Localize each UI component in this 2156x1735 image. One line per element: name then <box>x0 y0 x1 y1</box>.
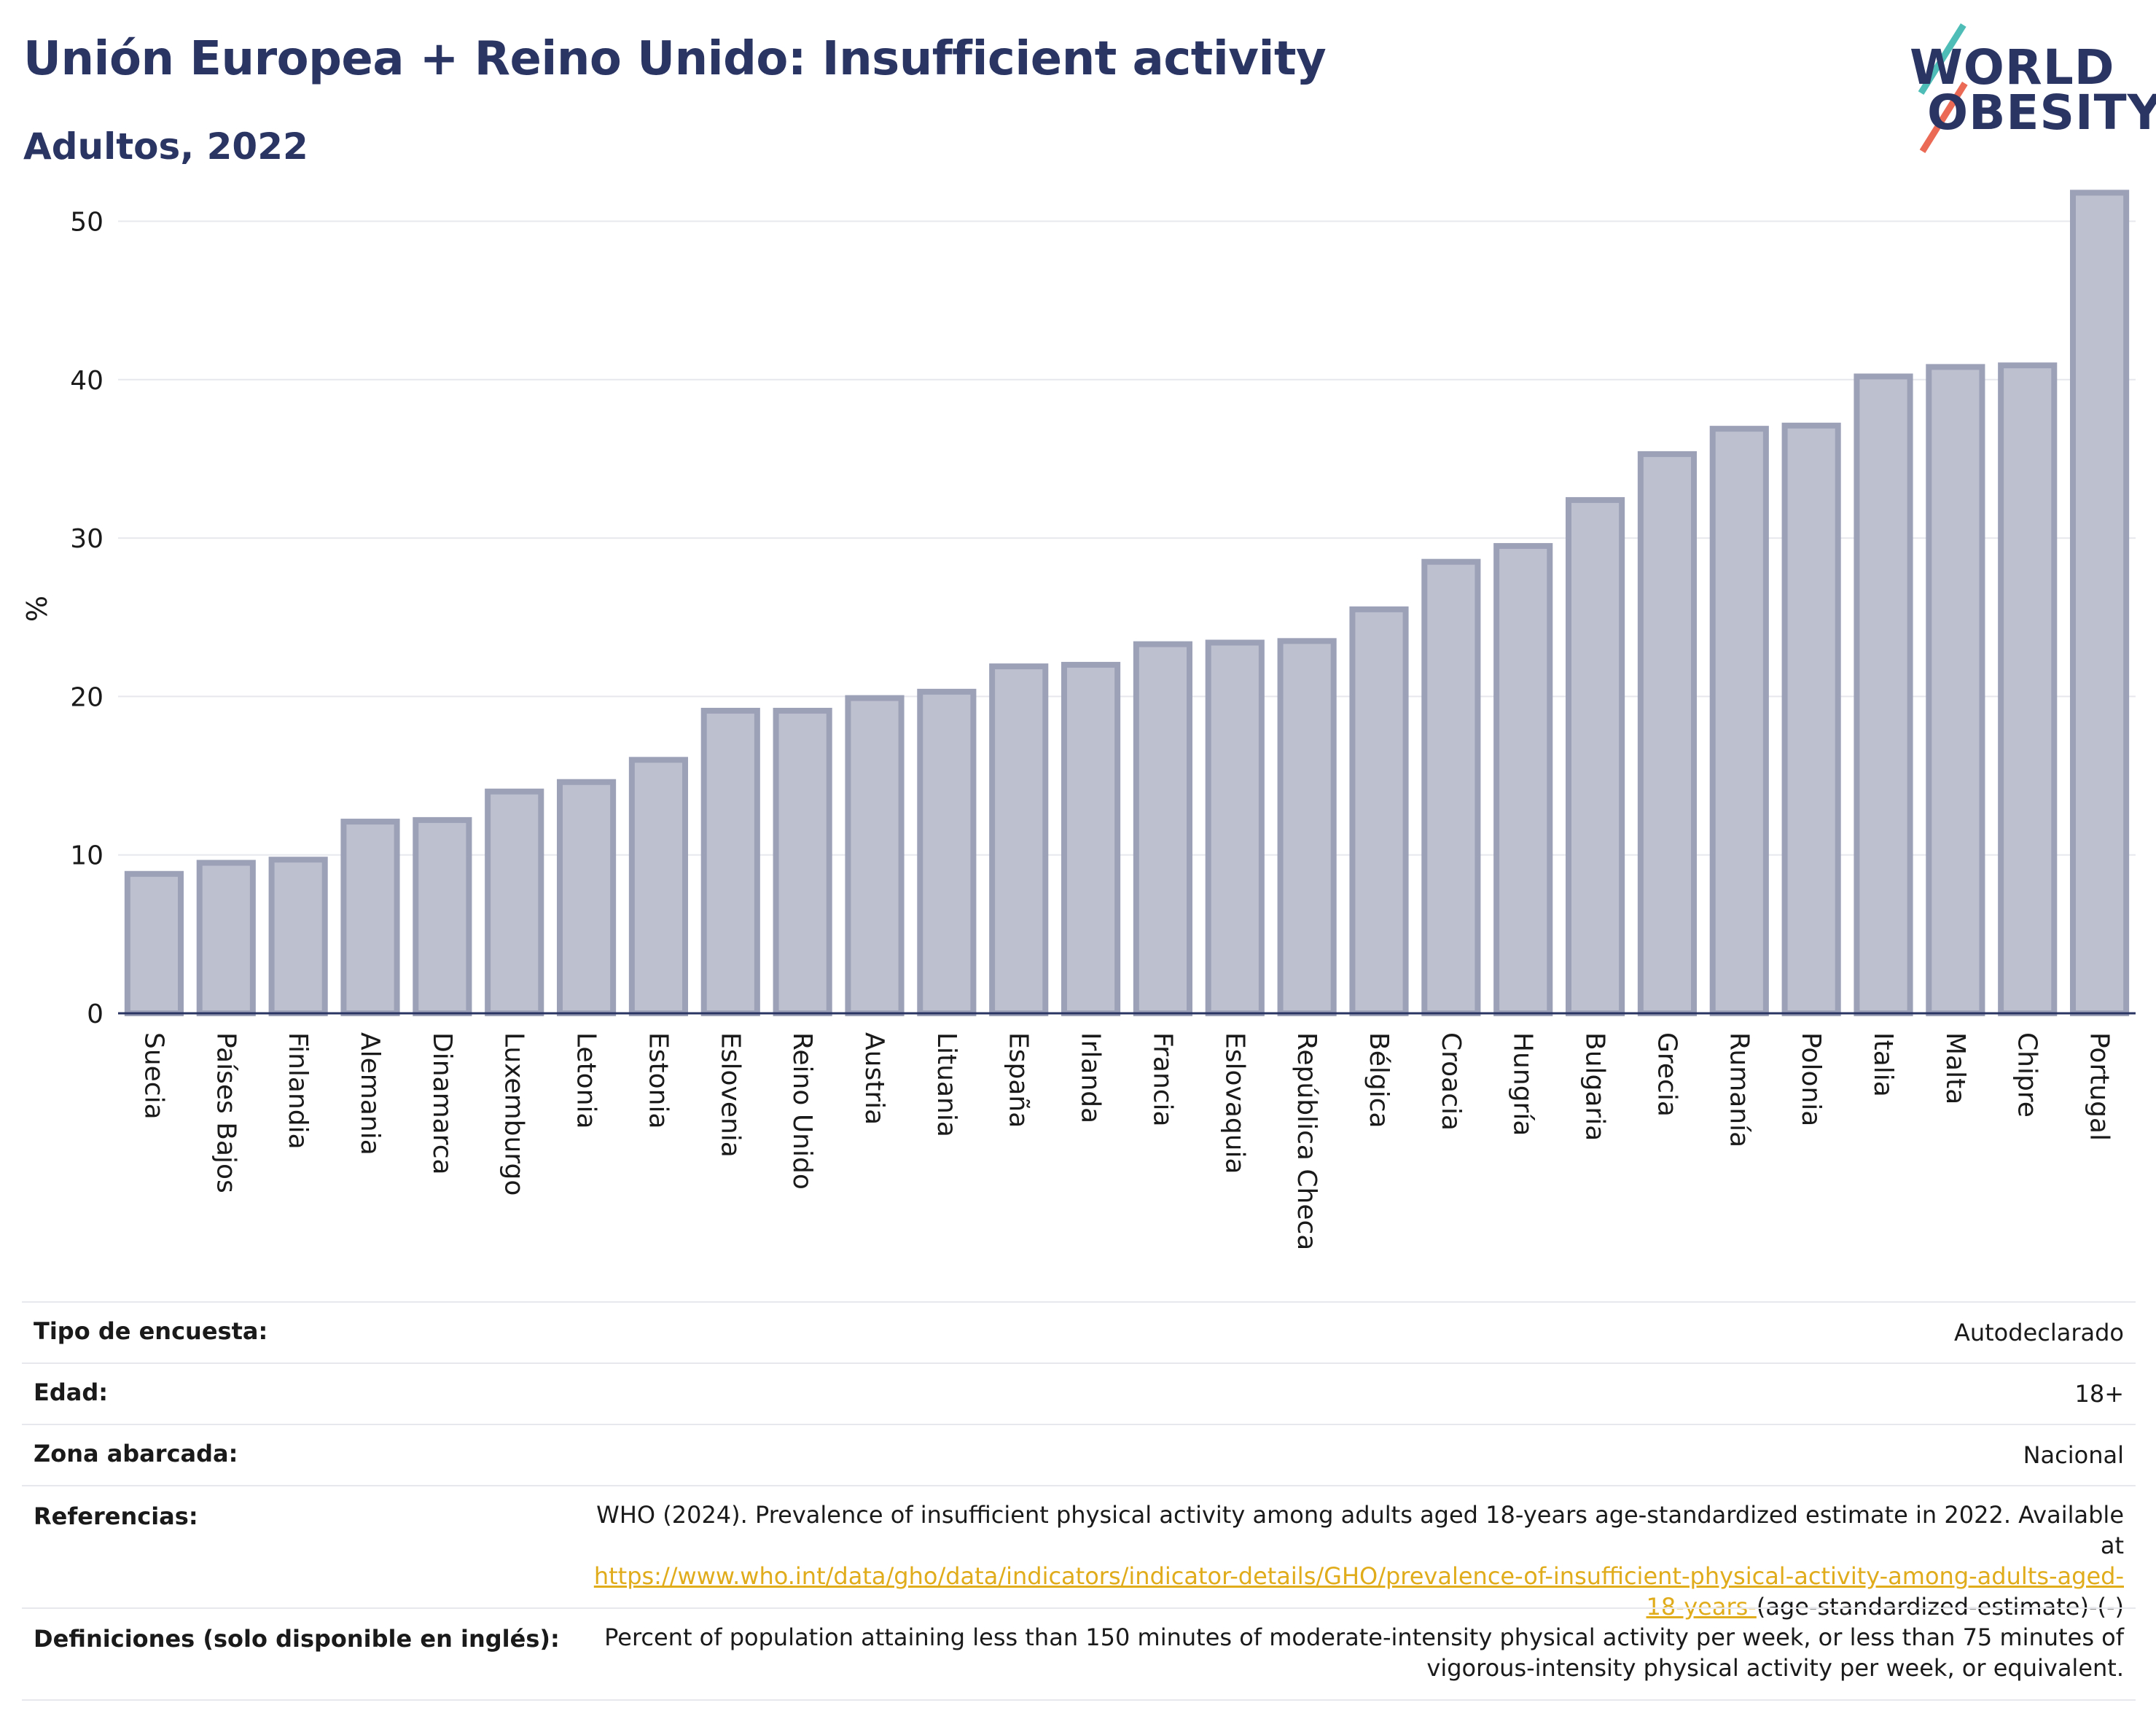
y-tick-label-50: 50 <box>70 207 103 237</box>
bar-dinamarca <box>413 816 472 1017</box>
bar-suecia <box>124 870 184 1016</box>
x-tick-label-23: Polonia <box>1796 1032 1826 1126</box>
x-tick-label-14: Francia <box>1147 1032 1177 1127</box>
bar-croacia <box>1421 558 1481 1016</box>
references-link-part-1[interactable]: https://www.who.int/data/gho/data/indica… <box>593 1562 2124 1590</box>
x-tick-label-21: Grecia <box>1652 1032 1682 1117</box>
bar-francia <box>1133 641 1193 1017</box>
bar-luxemburgo <box>485 788 544 1016</box>
bar-austria <box>845 695 905 1016</box>
area-label: Zona abarcada: <box>34 1440 238 1467</box>
bar-países-bajos <box>196 859 256 1016</box>
x-tick-label-22: Rumanía <box>1724 1032 1754 1147</box>
x-tick-label-6: Letonia <box>571 1032 601 1129</box>
x-tick-label-3: Alemania <box>355 1032 385 1155</box>
definitions-line-1: Percent of population attaining less tha… <box>604 1623 2124 1651</box>
x-tick-label-11: Lituania <box>931 1032 961 1137</box>
area-value: Nacional <box>2023 1441 2124 1469</box>
y-tick-label-10: 10 <box>70 841 103 871</box>
x-tick-label-19: Hungría <box>1508 1032 1538 1136</box>
x-tick-label-2: Finlandia <box>283 1032 313 1150</box>
bar-eslovenia <box>700 707 760 1016</box>
references-text: WHO (2024). Prevalence of insufficient p… <box>596 1501 2124 1559</box>
meta-row-area: Zona abarcada: Nacional <box>22 1424 2136 1485</box>
x-tick-label-18: Croacia <box>1436 1032 1466 1131</box>
bar-bélgica <box>1349 606 1409 1016</box>
x-tick-label-16: República Checa <box>1292 1032 1321 1250</box>
x-tick-label-4: Dinamarca <box>427 1032 457 1175</box>
bar-estonia <box>628 757 689 1016</box>
bar-letonia <box>556 779 617 1016</box>
x-tick-label-12: España <box>1004 1032 1034 1128</box>
world-obesity-logo: WORLD OBESITY <box>1895 22 2156 154</box>
bar-grecia <box>1637 451 1698 1016</box>
bar-alemania <box>340 819 400 1016</box>
x-tick-label-0: Suecia <box>138 1032 168 1120</box>
x-tick-label-10: Austria <box>859 1032 889 1125</box>
logo-word-obesity: OBESITY <box>1927 85 2156 141</box>
references-label: Referencias: <box>34 1502 198 1530</box>
meta-row-survey: Tipo de encuesta: Autodeclarado <box>22 1301 2136 1362</box>
references-link-part-2[interactable]: 18-years- <box>1646 1593 1757 1621</box>
survey-type-label: Tipo de encuesta: <box>34 1317 268 1345</box>
x-tick-label-7: Estonia <box>643 1032 673 1129</box>
chart-title: Unión Europea + Reino Unido: Insufficien… <box>23 32 1327 86</box>
y-tick-label-20: 20 <box>70 682 103 712</box>
x-tick-label-15: Eslovaquia <box>1219 1032 1249 1174</box>
bar-malta <box>1926 364 1985 1016</box>
meta-row-definitions: Definiciones (solo disponible en inglés)… <box>22 1607 2136 1701</box>
axes: 0 10 20 30 40 50 <box>70 207 2136 1029</box>
bar-polonia <box>1781 422 1841 1016</box>
chart-subtitle: Adultos, 2022 <box>23 125 308 168</box>
bar-portugal <box>2069 190 2130 1016</box>
bar-chipre <box>1998 362 2058 1016</box>
y-axis-label: % <box>21 596 53 622</box>
x-tick-label-25: Malta <box>1940 1032 1970 1104</box>
meta-row-references: Referencias: WHO (2024). Prevalence of i… <box>22 1485 2136 1621</box>
x-tick-label-1: Países Bajos <box>211 1032 241 1193</box>
definitions-label: Definiciones (solo disponible en inglés)… <box>34 1625 560 1653</box>
bar-eslovaquia <box>1205 639 1265 1016</box>
logo-word-world: WORLD <box>1910 39 2115 95</box>
x-tick-label-13: Irlanda <box>1076 1032 1106 1123</box>
x-tick-label-5: Luxemburgo <box>499 1032 529 1196</box>
category-labels: Suecia Países Bajos Finlandia Alemania Dinam… <box>138 1032 2114 1250</box>
bar-italia <box>1854 373 1913 1016</box>
bar-irlanda <box>1061 661 1121 1017</box>
x-tick-label-17: Bélgica <box>1364 1032 1394 1128</box>
age-label: Edad: <box>34 1379 109 1406</box>
definitions-value: Percent of population attaining less tha… <box>576 1609 2136 1683</box>
y-tick-label-30: 30 <box>70 524 103 554</box>
survey-type-value: Autodeclarado <box>1953 1319 2124 1346</box>
age-value: 18+ <box>2074 1380 2124 1408</box>
x-tick-label-26: Chipre <box>2012 1032 2042 1118</box>
y-tick-label-0: 0 <box>87 999 103 1029</box>
bar-chart: 0 10 20 30 40 50 Suecia Países Bajos Finlandia A… <box>21 190 2136 1250</box>
x-tick-label-9: Reino Unido <box>787 1032 817 1190</box>
x-tick-label-24: Italia <box>1868 1032 1898 1097</box>
bar-hungría <box>1493 542 1553 1016</box>
bars <box>124 190 2130 1017</box>
bar-rumanía <box>1709 426 1769 1016</box>
bar-lituania <box>917 688 977 1016</box>
meta-row-age: Edad: 18+ <box>22 1362 2136 1424</box>
definitions-line-2: vigorous-intensity physical activity per… <box>1426 1654 2124 1682</box>
x-tick-label-27: Portugal <box>2085 1032 2114 1141</box>
metadata-table: Tipo de encuesta: Autodeclarado Edad: 18… <box>22 1301 2136 1701</box>
references-tail: (age-standardized-estimate)-(-) <box>1756 1593 2124 1621</box>
bar-finlandia <box>268 857 328 1017</box>
x-tick-label-20: Bulgaria <box>1580 1032 1610 1141</box>
bar-reino-unido <box>773 707 832 1016</box>
bar-bulgaria <box>1565 496 1625 1016</box>
bar-españa <box>989 663 1049 1016</box>
y-tick-label-40: 40 <box>70 366 103 396</box>
x-tick-label-8: Eslovenia <box>715 1032 745 1158</box>
references-value: WHO (2024). Prevalence of insufficient p… <box>576 1486 2136 1622</box>
bar-república-checa <box>1277 638 1337 1016</box>
